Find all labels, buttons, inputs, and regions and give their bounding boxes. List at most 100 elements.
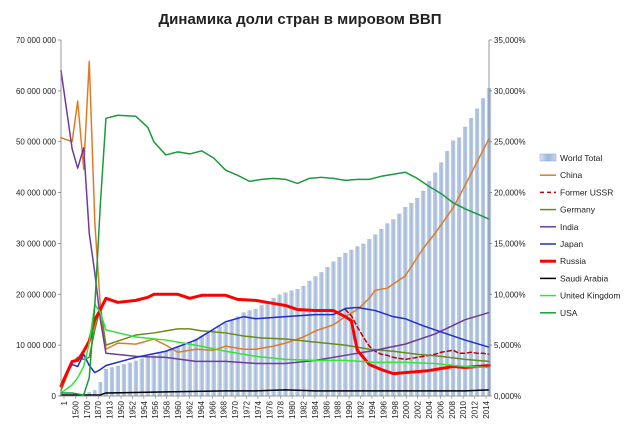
- x-tick-label: 1974: [254, 400, 263, 418]
- bar-world-total: [373, 234, 378, 397]
- bar-world-total: [253, 308, 258, 397]
- bar-world-total: [480, 98, 486, 397]
- bar-world-total: [468, 118, 474, 397]
- bar-world-total: [439, 162, 444, 397]
- x-tick-label: 2002: [414, 400, 423, 418]
- bar-world-total: [433, 172, 438, 397]
- legend-item-russia: Russia: [540, 256, 586, 266]
- legend-item-world-total: World Total: [539, 153, 602, 163]
- x-tick-label: 1972: [242, 400, 251, 418]
- x-tick-label: 1990: [345, 400, 354, 418]
- legend-label: United Kingdom: [560, 291, 620, 301]
- x-tick-label: 1913: [106, 400, 115, 418]
- bar-world-total: [445, 151, 450, 397]
- legend-item-china: China: [540, 170, 582, 180]
- left-tick-label: 70 000 000: [16, 36, 57, 45]
- bar-world-total: [205, 333, 210, 397]
- x-tick-label: 1870: [94, 400, 103, 418]
- right-tick-label: 10,000%: [494, 290, 526, 299]
- bar-world-total: [295, 289, 300, 397]
- bar-world-total: [157, 353, 162, 397]
- x-tick-label: 1984: [311, 400, 320, 418]
- series-line-united-kingdom: [60, 303, 490, 394]
- right-tick-label: 25,000%: [494, 138, 526, 147]
- bar-world-total: [229, 320, 234, 397]
- bar-world-total: [121, 364, 126, 397]
- bar-world-total: [319, 272, 324, 397]
- bar-world-total: [133, 360, 138, 397]
- series-line-russia: [59, 292, 491, 388]
- legend-label: China: [560, 170, 582, 180]
- x-tick-label: 1950: [117, 400, 126, 418]
- bar-world-total: [115, 365, 120, 397]
- bar-world-total: [361, 243, 366, 397]
- x-tick-label: 1964: [197, 400, 206, 418]
- x-tick-label: 2008: [448, 400, 457, 418]
- legend-label: Russia: [560, 256, 586, 266]
- x-tick-label: 1956: [151, 400, 160, 418]
- bar-world-total: [283, 292, 288, 397]
- x-tick-label: 1500: [71, 400, 80, 418]
- series-line-usa: [60, 114, 490, 396]
- legend-item-germany: Germany: [540, 205, 596, 215]
- bar-world-total: [337, 257, 342, 397]
- bar-world-total: [463, 126, 468, 397]
- right-tick-label: 5,000%: [494, 341, 521, 350]
- series-line-china: [60, 60, 490, 354]
- legend-item-japan: Japan: [540, 239, 583, 249]
- x-tick-label: 1986: [322, 400, 331, 418]
- legend-item-india: India: [540, 222, 579, 232]
- right-tick-label: 15,000%: [494, 239, 526, 248]
- bar-world-total: [193, 338, 198, 397]
- legend-label: Saudi Arabia: [560, 273, 608, 283]
- bar-world-total: [409, 203, 414, 397]
- x-tick-label: 1952: [128, 400, 137, 418]
- bar-world-total: [235, 316, 240, 397]
- legend-label: Former USSR: [560, 187, 613, 197]
- bars-layer: [59, 88, 492, 397]
- left-tick-label: 30 000 000: [16, 239, 57, 248]
- legend: World Total China Former USSR Germany India J…: [539, 153, 620, 318]
- bar-world-total: [367, 239, 372, 397]
- bar-world-total: [331, 261, 336, 397]
- bar-world-total: [271, 298, 276, 397]
- x-tick-label: 2006: [436, 400, 445, 418]
- legend-item-united-kingdom: United Kingdom: [540, 291, 620, 301]
- x-tick-label: 1958: [163, 400, 172, 418]
- bar-world-total: [211, 330, 216, 397]
- bar-world-total: [421, 190, 426, 397]
- x-tick-label: 1994: [368, 400, 377, 418]
- x-tick-label: 2012: [471, 400, 480, 418]
- right-tick-label: 30,000%: [494, 87, 526, 96]
- bar-world-total: [139, 358, 144, 397]
- bar-world-total: [181, 344, 186, 397]
- chart-title: Динамика доли стран в мировом ВВП: [158, 11, 441, 28]
- bar-world-total: [103, 368, 108, 397]
- x-tick-label: 2004: [425, 400, 434, 418]
- bar-world-total: [175, 347, 180, 397]
- x-tick-label: 2000: [402, 400, 411, 418]
- x-tick-label: 1998: [391, 400, 400, 418]
- lines-layer: [59, 60, 491, 396]
- left-tick-label: 40 000 000: [16, 189, 57, 198]
- legend-label: World Total: [560, 153, 602, 163]
- bar-world-total: [199, 335, 204, 397]
- bar-world-total: [307, 280, 312, 397]
- legend-label: Germany: [560, 205, 596, 215]
- x-tick-label: 1960: [174, 400, 183, 418]
- x-tick-label: 1980: [288, 400, 297, 418]
- bar-world-total: [325, 267, 330, 397]
- right-tick-label: 20,000%: [494, 189, 526, 198]
- x-tick-label: 1978: [277, 400, 286, 418]
- x-tick-label: 1954: [140, 400, 149, 418]
- x-tick-label: 1982: [300, 400, 309, 418]
- x-tick-label: 1700: [83, 400, 92, 418]
- series-line-former-ussr: [344, 308, 490, 361]
- legend-item-usa: USA: [540, 308, 578, 318]
- legend-label: Japan: [560, 239, 583, 249]
- bar-world-total: [313, 276, 318, 397]
- x-tick-label: 2014: [482, 400, 491, 418]
- bar-world-total: [223, 323, 228, 397]
